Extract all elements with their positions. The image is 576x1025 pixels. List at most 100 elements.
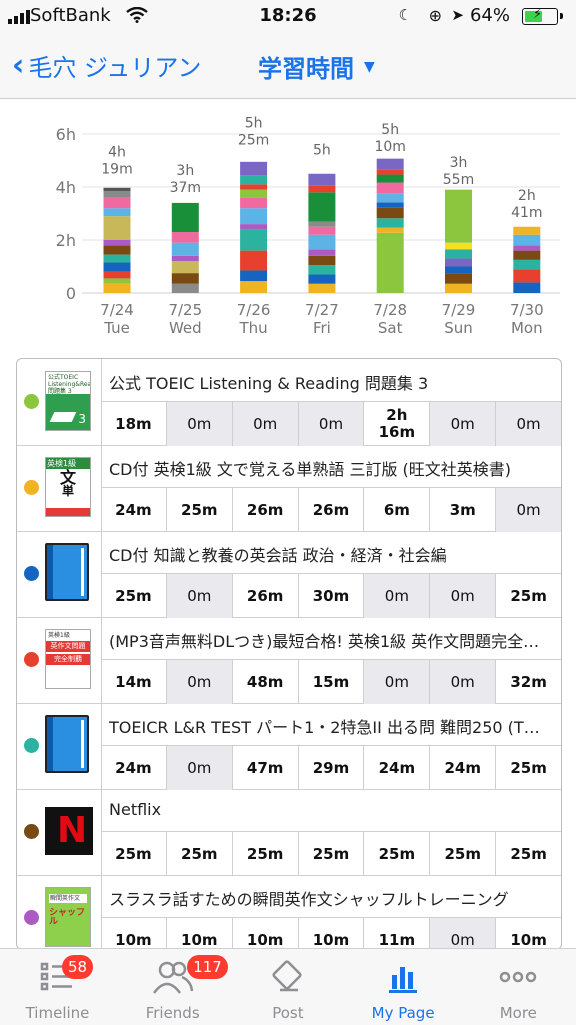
materials-table: 公式TOEIC Listening&Reading 問題集 33 公式 TOEIC… [16, 358, 562, 950]
time-cell: 0m [165, 574, 232, 618]
bar-segment [513, 245, 541, 251]
time-cell: 0m [165, 660, 232, 704]
bar-segment [103, 216, 131, 240]
material-row[interactable]: CD付 知識と教養の英会話 政治・経済・社会編 25m 0m 26m 30m 0m 0m 25… [17, 531, 561, 618]
time-cell: 26m [231, 488, 298, 532]
bar-segment [103, 283, 131, 293]
time-cell: 25m [115, 586, 152, 605]
bar-segment [240, 175, 268, 185]
time-cell: 25m [495, 574, 561, 618]
material-name: CD付 英検1級 文で覚える単熟語 三訂版 (旺文社英検書) [109, 460, 512, 479]
time-cell: 0m [495, 402, 561, 446]
bar-total-hours-label: 5h [381, 122, 399, 138]
location-icon: ➤ [451, 6, 464, 24]
book-icon [45, 543, 89, 601]
timeline-icon [0, 959, 115, 995]
time-cell: 0m [165, 402, 232, 446]
y-tick-label: 4h [56, 178, 76, 197]
bar-total-hours-label: 2h [518, 188, 536, 204]
carrier-name: SoftBank [30, 5, 111, 26]
bar-segment [376, 174, 404, 183]
bar-segment [376, 218, 404, 228]
time-cell: 0m [495, 488, 561, 532]
bar-total-minutes-label: 55m [443, 172, 474, 188]
time-cell: 25m [495, 746, 561, 790]
material-row[interactable]: 公式TOEIC Listening&Reading 問題集 33 公式 TOEIC… [17, 359, 561, 446]
x-day-label: Tue [103, 319, 130, 337]
tab-more[interactable]: More [461, 949, 576, 1025]
bar-segment [445, 189, 472, 243]
bar-total-minutes-label: 41m [511, 205, 542, 221]
bar-segment [171, 283, 199, 293]
bar-segment [513, 269, 541, 283]
daily-times: 24m 25m 26m 26m 6m 3m 0m [101, 487, 561, 532]
time-cell: 0m [429, 402, 496, 446]
time-cell: 26m [297, 488, 364, 532]
daily-times: 18m 0m 0m 0m 2h 16m 0m 0m [101, 401, 561, 446]
daily-times: 10m 10m 10m 10m 11m 0m 10m [101, 917, 561, 949]
tab-friends[interactable]: 117 Friends [115, 949, 230, 1025]
bar-segment [308, 283, 336, 293]
eiken-book-cover: 英検1級文単 [45, 457, 91, 517]
x-date-label: 7/28 [373, 301, 407, 319]
bar-segment [445, 242, 472, 250]
material-name: Netflix [109, 800, 162, 819]
material-name: CD付 知識と教養の英会話 政治・経済・社会編 [109, 546, 447, 565]
material-row[interactable]: 英検1級 英作文問題 完全制覇 (MP3音声無料DLつき)最短合格! 英検1級 英作文… [17, 617, 561, 704]
status-bar: SoftBank 18:26 ☾ ⊕ ➤ 64% ⚡ [0, 0, 576, 32]
back-label: 毛穴 ジュリアン [28, 54, 202, 82]
bar-segment [513, 282, 541, 293]
tab-post[interactable]: Post [230, 949, 345, 1025]
time-cell: 10m [297, 918, 364, 949]
post-icon [230, 959, 345, 995]
bar-segment [308, 221, 336, 227]
material-color-dot [24, 480, 39, 495]
bar-segment [103, 271, 131, 279]
period-selector[interactable]: 学習時間 ▼ [258, 49, 375, 84]
bar-segment [240, 161, 268, 176]
bar-total-minutes-label: 37m [170, 180, 201, 196]
book-icon [45, 715, 89, 773]
time-cell: 10m [495, 918, 561, 949]
x-date-label: 7/26 [237, 301, 271, 319]
bar-segment [240, 189, 268, 198]
bar-segment [171, 273, 199, 284]
bar-segment [308, 192, 336, 222]
time-cell: 32m [495, 660, 561, 704]
material-color-dot [24, 394, 39, 409]
battery-level [525, 11, 543, 22]
x-date-label: 7/30 [510, 301, 544, 319]
time-cell: 0m [165, 746, 232, 790]
material-row[interactable]: TOEICR L&R TEST パート1・2特急II 出る問 難問250 (TO… [17, 703, 561, 790]
charging-icon: ⚡ [533, 7, 543, 22]
bar-segment [240, 229, 268, 251]
bar-segment [171, 202, 199, 233]
bar-segment [308, 249, 336, 256]
time-cell: 26m [231, 574, 298, 618]
back-button[interactable]: ‹ 毛穴 ジュリアン [12, 48, 201, 83]
netflix-logo: N [45, 807, 93, 855]
bar-segment [376, 232, 404, 293]
time-cell: 25m [115, 844, 152, 863]
bar-segment [240, 250, 268, 271]
material-row[interactable]: N Netflix 25m 25m 25m 25m 25m 25m 25m [17, 789, 561, 876]
material-color-dot [24, 652, 39, 667]
y-tick-label: 0 [66, 284, 76, 303]
tab-my-page[interactable]: My Page [346, 949, 461, 1025]
time-cell: 10m [115, 930, 152, 949]
material-row[interactable]: 英検1級文単 CD付 英検1級 文で覚える単熟語 三訂版 (旺文社英検書) 24m 2… [17, 445, 561, 532]
bar-segment [445, 273, 472, 284]
tab-timeline[interactable]: 58 Timeline [0, 949, 115, 1025]
bar-segment [308, 274, 336, 284]
x-day-label: Mon [511, 319, 543, 337]
time-cell: 24m [115, 758, 152, 777]
x-day-label: Sun [444, 319, 473, 337]
bar-segment [308, 226, 336, 235]
bar-segment [103, 187, 131, 191]
material-row[interactable]: 瞬間英作文 シャッフル スラスラ話すための瞬間英作文シャッフルトレーニング 10m 10… [17, 875, 561, 949]
shuffle-book-cover: 瞬間英作文 シャッフル [45, 887, 91, 947]
time-cell: 25m [297, 832, 364, 876]
clock: 18:26 [259, 5, 317, 26]
time-cell: 6m [363, 488, 429, 532]
daily-times: 24m 0m 47m 29m 24m 24m 25m [101, 745, 561, 790]
